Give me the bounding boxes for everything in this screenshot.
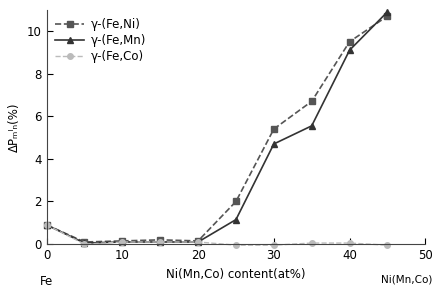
Line: γ-(Fe,Co): γ-(Fe,Co) [44,222,390,248]
γ-(Fe,Ni) [44,223,49,227]
γ-(Fe,Mn) [120,240,125,244]
γ-(Fe,Ni) [309,99,314,103]
γ-(Fe,Ni) [120,239,125,243]
γ-(Fe,Mn) [233,218,239,221]
γ-(Fe,Co) [347,241,352,245]
X-axis label: Ni(Mn,Co) content(at%): Ni(Mn,Co) content(at%) [166,268,306,281]
γ-(Fe,Ni) [233,200,239,203]
γ-(Fe,Ni) [157,238,163,242]
γ-(Fe,Mn) [347,49,352,52]
γ-(Fe,Co) [309,241,314,245]
Y-axis label: ΔPₘᴵₙ(%): ΔPₘᴵₙ(%) [8,102,21,152]
Text: Ni(Mn,Co): Ni(Mn,Co) [381,275,432,285]
Legend: γ-(Fe,Ni), γ-(Fe,Mn), γ-(Fe,Co): γ-(Fe,Ni), γ-(Fe,Mn), γ-(Fe,Co) [52,16,148,65]
γ-(Fe,Ni) [82,240,87,244]
γ-(Fe,Mn) [82,241,87,245]
γ-(Fe,Co) [271,243,277,247]
γ-(Fe,Co) [157,240,163,244]
γ-(Fe,Co) [44,223,49,227]
Line: γ-(Fe,Ni): γ-(Fe,Ni) [43,13,391,245]
γ-(Fe,Mn) [309,124,314,128]
γ-(Fe,Mn) [157,240,163,244]
γ-(Fe,Co) [385,243,390,247]
Text: Fe: Fe [40,275,53,288]
γ-(Fe,Mn) [385,10,390,14]
γ-(Fe,Mn) [271,142,277,146]
Line: γ-(Fe,Mn): γ-(Fe,Mn) [43,8,391,247]
γ-(Fe,Co) [195,240,201,244]
γ-(Fe,Ni) [195,239,201,243]
γ-(Fe,Co) [82,242,87,246]
γ-(Fe,Co) [233,243,239,247]
γ-(Fe,Mn) [44,223,49,227]
γ-(Fe,Ni) [271,127,277,131]
γ-(Fe,Mn) [195,240,201,244]
γ-(Fe,Co) [120,240,125,244]
γ-(Fe,Ni) [385,14,390,18]
γ-(Fe,Ni) [347,40,352,44]
